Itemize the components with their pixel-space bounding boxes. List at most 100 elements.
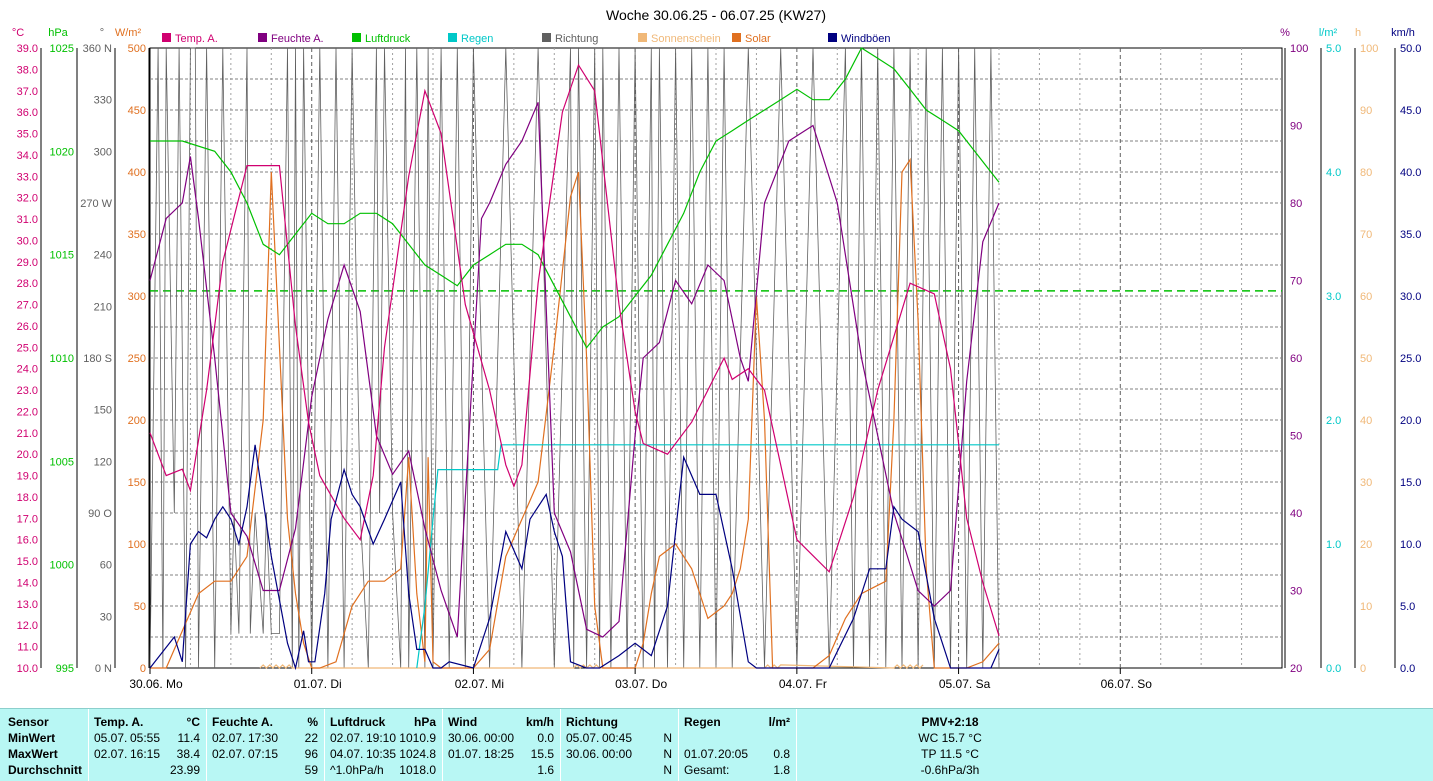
- axis-tick-label: 70: [1360, 229, 1372, 241]
- stat-cell-dir-time: 00:00: [602, 747, 633, 761]
- stat-cell-temp-date: 02.07.: [94, 747, 128, 761]
- axis-tick-label: 1000: [50, 560, 74, 572]
- stat-cell-press-val: 1018.0: [399, 763, 436, 777]
- stat-cell-temp-time: 05:55: [130, 731, 161, 745]
- stat-cell-hum-time: 07:15: [248, 747, 279, 761]
- header-rain: Regen: [684, 715, 721, 729]
- axis-tick-label: 45.0: [1400, 105, 1421, 117]
- axis-tick-label: 200: [128, 415, 146, 427]
- x-axis-labels: 30.06. Mo 01.07. Di 02.07. Mi 03.07. Do 04.0…: [129, 668, 1152, 691]
- axis-tick-label: 995: [56, 663, 74, 675]
- axis-tick-label: 4.0: [1326, 167, 1341, 179]
- axis-tick-label: 50: [1360, 353, 1372, 365]
- axis-tick-label: 30: [1360, 477, 1372, 489]
- axis-unit-label: h: [1355, 27, 1361, 39]
- axis-tick-label: 100: [1360, 43, 1378, 55]
- axis-tick-label: 90 O: [88, 508, 112, 520]
- axis-unit-label: °: [100, 27, 104, 39]
- stat-cell-hum-time: 17:30: [248, 731, 279, 745]
- axis-tick-label: 26.0: [17, 321, 38, 333]
- series-line-windb-en: [149, 444, 1000, 671]
- axis-tick-label: 100: [128, 539, 146, 551]
- axis-tick-label: 0: [140, 663, 146, 675]
- legend-label: Solar: [745, 33, 771, 45]
- axis-tick-label: 14.0: [17, 577, 38, 589]
- axis-tick-label: 90: [1290, 121, 1302, 133]
- axis-tick-label: 11.0: [17, 642, 38, 654]
- axis-tick-label: 1015: [50, 250, 74, 262]
- axis-tick-label: 3.0: [1326, 291, 1341, 303]
- axis-unit-label: %: [1280, 27, 1290, 39]
- legend-swatch: [162, 33, 171, 42]
- axis-tick-label: 60: [1360, 291, 1372, 303]
- axis-tick-label: 35.0: [1400, 229, 1421, 241]
- legend-swatch: [732, 33, 741, 42]
- stat-cell-rain-time: 20:05: [718, 747, 749, 761]
- stat-cell-press-date: 04.07.: [330, 747, 364, 761]
- series-line-temp-a: [149, 63, 1000, 637]
- stat-cell-temp-val: 11.4: [177, 731, 200, 745]
- stat-cell-label: MaxWert: [8, 747, 58, 761]
- legend-label: Luftdruck: [365, 33, 411, 45]
- legend-swatch: [638, 33, 647, 42]
- axis-tick-label: 360 N: [83, 43, 112, 55]
- axis-tick-label: 17.0: [17, 513, 38, 525]
- axis-tick-label: 25.0: [1400, 353, 1421, 365]
- stat-cell-rain-date: Gesamt:: [684, 763, 730, 777]
- stat-cell-dir-time: 00:45: [602, 731, 633, 745]
- header-humidity: Feuchte A.: [212, 715, 273, 729]
- chart-title: Woche 30.06.25 - 06.07.25 (KW27): [606, 7, 826, 23]
- stat-cell-hum-val: 22: [304, 731, 318, 745]
- legend: Temp. A. Feuchte A. Luftdruck Regen Richtung…: [162, 33, 891, 45]
- axis-tick-label: 36.0: [17, 107, 38, 119]
- stat-cell-dir-date: 30.06.: [566, 747, 600, 761]
- axis-tick-label: 1025: [50, 43, 74, 55]
- legend-swatch: [258, 33, 267, 42]
- axis-tick-label: 5.0: [1400, 601, 1415, 613]
- axis-tick-label: 150: [94, 405, 112, 417]
- stat-cell-rain-val: 1.8: [773, 763, 790, 777]
- axis-tick-label: 38.0: [17, 64, 38, 76]
- stat-cell-press-val: 1024.8: [399, 747, 436, 761]
- axis-tick-label: 450: [128, 105, 146, 117]
- series-line-sonnenschein: [259, 664, 924, 669]
- axis-tick-label: 50: [134, 601, 146, 613]
- axis-tick-label: 180 S: [83, 353, 112, 365]
- header-humidity-unit: %: [307, 715, 318, 729]
- axis-tick-label: 16.0: [17, 535, 38, 547]
- series-line-feuchte-a: [149, 102, 1000, 638]
- axis-tick-label: 21.0: [17, 428, 38, 440]
- header-temp: Temp. A.: [94, 715, 144, 729]
- weather-chart: Woche 30.06.25 - 06.07.25 (KW27) Temp. A…: [12, 7, 1422, 691]
- stat-cell-press-date: 02.07.: [330, 731, 364, 745]
- axis-tick-label: 28.0: [17, 278, 38, 290]
- stat-cell-press-time: 19:10: [366, 731, 397, 745]
- axis-tick-label: 120: [94, 456, 112, 468]
- stat-cell-dir-val: N: [663, 747, 672, 761]
- stat-cell-wind-time: 00:00: [484, 731, 515, 745]
- axis-tick-label: 150: [128, 477, 146, 489]
- axis-tick-label: 30.0: [17, 235, 38, 247]
- axis-tick-label: 40: [1360, 415, 1372, 427]
- axis-tick-label: 300: [94, 146, 112, 158]
- stat-cell-pmv: -0.6hPa/3h: [920, 763, 980, 777]
- axis-tick-label: 39.0: [17, 43, 38, 55]
- series-line-regen: [416, 444, 999, 669]
- header-pressure-unit: hPa: [413, 715, 436, 729]
- axis-tick-label: 27.0: [17, 300, 38, 312]
- axis-tick-label: 30.0: [1400, 291, 1421, 303]
- axis-tick-label: 12.0: [17, 620, 38, 632]
- axis-tick-label: 50.0: [1400, 43, 1421, 55]
- axis-tick-label: 20.0: [17, 449, 38, 461]
- stat-cell-press-time: 10:35: [366, 747, 397, 761]
- stat-cell-label: MinWert: [8, 731, 56, 745]
- header-direction: Richtung: [566, 715, 618, 729]
- legend-swatch: [448, 33, 457, 42]
- axis-tick-label: 60: [100, 560, 112, 572]
- header-temp-unit: °C: [186, 715, 200, 729]
- header-pressure: Luftdruck: [330, 715, 386, 729]
- stat-cell-wind-time: 18:25: [484, 747, 515, 761]
- axis-tick-label: 20: [1360, 539, 1372, 551]
- legend-swatch: [542, 33, 551, 42]
- axis-tick-label: 33.0: [17, 171, 38, 183]
